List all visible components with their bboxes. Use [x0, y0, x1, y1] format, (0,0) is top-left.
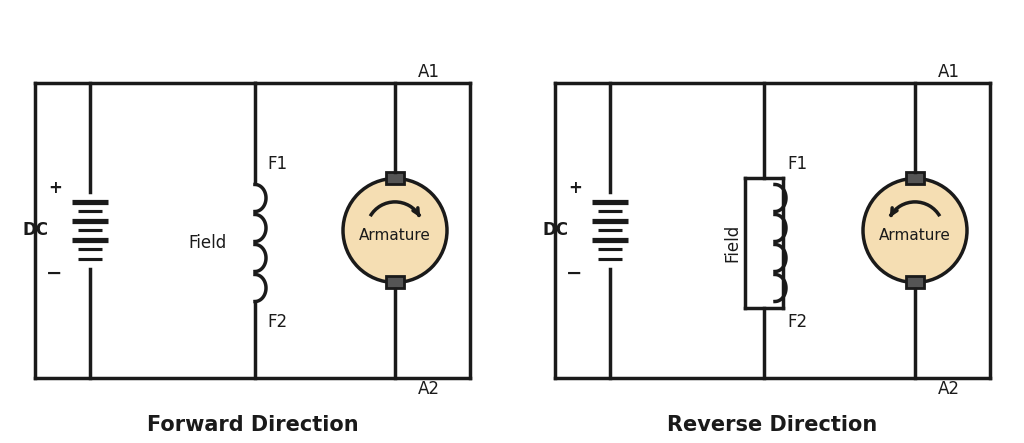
Text: Reverse Direction: Reverse Direction	[668, 415, 878, 435]
Text: A2: A2	[938, 380, 961, 398]
Text: F2: F2	[267, 313, 287, 331]
Text: F2: F2	[787, 313, 807, 331]
Text: Armature: Armature	[359, 228, 431, 243]
Text: DC: DC	[22, 222, 48, 240]
Text: F1: F1	[787, 155, 807, 173]
Bar	[906, 276, 924, 288]
Circle shape	[343, 179, 447, 283]
Text: Field: Field	[188, 234, 227, 252]
Text: F1: F1	[267, 155, 287, 173]
Text: +: +	[48, 179, 62, 197]
Text: +: +	[568, 179, 582, 197]
Bar	[906, 172, 924, 184]
Text: A1: A1	[418, 63, 440, 81]
Text: −: −	[565, 264, 582, 283]
Text: A2: A2	[418, 380, 440, 398]
Text: DC: DC	[542, 222, 568, 240]
Circle shape	[863, 179, 967, 283]
Text: A1: A1	[938, 63, 961, 81]
Bar	[386, 276, 404, 288]
Text: Forward Direction: Forward Direction	[146, 415, 358, 435]
Text: Armature: Armature	[879, 228, 951, 243]
Text: −: −	[46, 264, 62, 283]
Text: Field: Field	[723, 224, 741, 262]
Bar	[386, 172, 404, 184]
